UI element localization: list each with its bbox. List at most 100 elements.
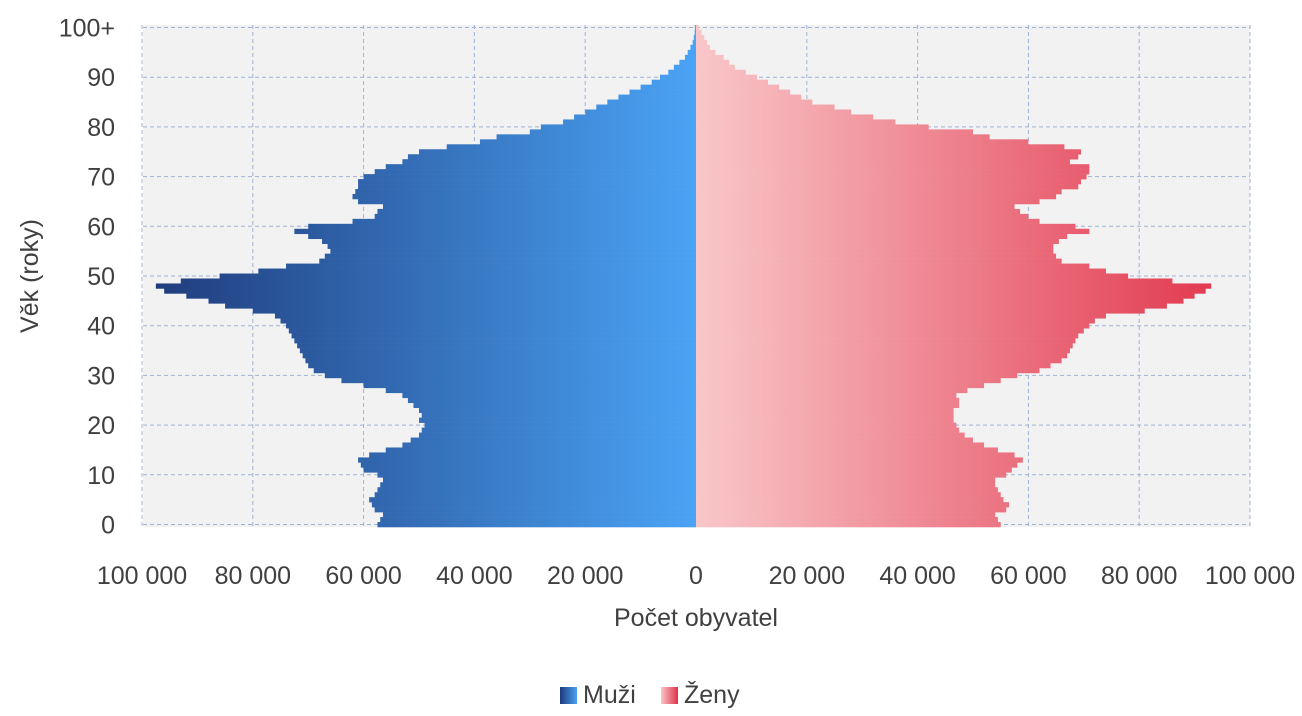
bar-muzi-age-0 [377,522,696,528]
bar-zeny-age-52 [696,263,1090,269]
bar-zeny-age-66 [696,193,1057,200]
bar-zeny-age-86 [696,94,802,100]
bar-muzi-age-19 [421,427,696,433]
bar-muzi-age-15 [385,447,696,453]
bar-muzi-age-84 [596,104,696,110]
bar-muzi-age-90 [659,74,696,80]
bar-muzi-age-4 [371,502,696,508]
bar-muzi-age-31 [313,367,696,374]
bar-muzi-age-3 [374,507,696,513]
bar-muzi-age-17 [410,437,696,443]
bar-muzi-age-51 [258,268,696,274]
bar-zeny-age-15 [696,447,998,453]
bar-muzi-age-70 [363,174,696,180]
bar-muzi-age-71 [374,169,696,175]
x-tick-label-1: 80 000 [215,562,291,590]
bar-muzi-age-74 [407,154,696,160]
bar-zeny-age-70 [696,174,1087,180]
bar-muzi-age-14 [369,452,696,458]
y-tick-label-2: 20 [87,412,115,440]
bar-zeny-age-1 [696,517,998,523]
bar-muzi-age-25 [407,397,696,404]
bar-muzi-age-56 [327,243,696,249]
bar-zeny-age-56 [696,243,1054,249]
bar-zeny-age-23 [696,407,954,413]
bar-muzi-age-61 [352,218,696,225]
bar-zeny-age-88 [696,84,780,90]
bar-muzi-age-65 [358,198,696,205]
bar-zeny-age-36 [696,343,1073,349]
bar-muzi-age-81 [563,119,696,125]
bar-muzi-age-88 [640,84,696,90]
legend-label-muzi: Muži [583,681,636,709]
bar-zeny-age-22 [696,412,954,418]
bar-zeny-age-84 [696,104,835,110]
bar-muzi-age-1 [380,517,696,523]
bar-muzi-age-66 [352,193,696,200]
legend-item-zeny: Ženy [661,680,740,709]
bar-zeny-age-9 [696,477,996,483]
bar-muzi-age-21 [419,417,696,423]
bar-zeny-age-10 [696,472,1007,478]
x-tick-label-5: 0 [689,562,703,590]
bar-zeny-age-18 [696,432,965,438]
bar-zeny-age-73 [696,159,1070,165]
bar-zeny-age-80 [696,124,929,130]
bar-muzi-age-46 [186,293,696,299]
bar-zeny-age-43 [696,308,1145,314]
bar-zeny-age-72 [696,164,1090,170]
bar-muzi-age-35 [299,348,696,354]
bar-muzi-age-7 [377,487,696,493]
bar-muzi-age-20 [424,422,696,428]
bar-muzi-age-16 [402,442,696,448]
bar-zeny-age-92 [696,64,735,71]
bar-zeny-age-40 [696,323,1090,329]
y-tick-label-3: 30 [87,362,115,390]
bar-zeny-age-30 [696,372,1018,379]
bar-zeny-age-99 [696,29,702,36]
bar-zeny-age-5 [696,497,1004,503]
bar-muzi-age-64 [382,203,696,210]
bar-muzi-age-68 [358,184,696,190]
bar-muzi-age-52 [286,263,696,269]
y-tick-label-9: 90 [87,64,115,92]
x-tick-label-10: 100 000 [1205,562,1295,590]
bar-zeny-age-60 [696,223,1076,230]
bar-zeny-age-68 [696,184,1079,190]
bar-zeny-age-83 [696,109,852,115]
bar-zeny-age-25 [696,397,960,404]
bar-zeny-age-45 [696,298,1184,304]
bar-muzi-age-37 [294,338,696,344]
bar-muzi-age-83 [585,109,696,115]
bar-muzi-age-12 [360,462,696,468]
bar-muzi-age-89 [651,79,696,85]
bar-zeny-age-31 [696,367,1040,374]
bar-zeny-age-2 [696,512,996,518]
bar-muzi-age-59 [294,228,696,235]
bar-muzi-age-72 [385,164,696,170]
x-tick-label-8: 60 000 [990,562,1066,590]
bar-muzi-age-41 [280,318,696,324]
bar-muzi-age-44 [225,303,696,309]
y-axis-title: Věk (roky) [16,219,44,333]
bar-zeny-age-59 [696,228,1090,235]
bar-zeny-age-28 [696,382,985,389]
bar-muzi-age-82 [574,114,696,120]
bar-muzi-age-97 [692,39,696,46]
bar-zeny-age-8 [696,482,996,488]
bar-zeny-age-51 [696,268,1106,274]
bar-zeny-age-96 [696,44,710,51]
bar-muzi-age-96 [690,44,696,51]
bar-zeny-age-62 [696,213,1029,220]
x-tick-label-2: 60 000 [325,562,401,590]
bar-zeny-age-7 [696,487,998,493]
bar-zeny-age-4 [696,502,1010,508]
y-tick-label-5: 50 [87,263,115,291]
bar-muzi-age-100 [694,25,696,31]
bar-muzi-age-30 [324,372,696,379]
bar-muzi-age-29 [341,377,696,384]
bar-zeny-age-6 [696,492,1001,498]
bar-muzi-age-13 [358,457,696,463]
bar-muzi-age-39 [288,328,696,334]
bar-zeny-age-35 [696,348,1070,354]
